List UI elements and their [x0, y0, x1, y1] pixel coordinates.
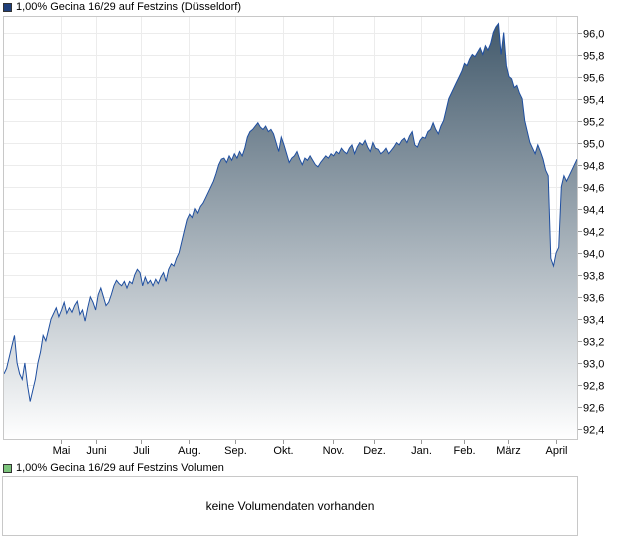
- y-tick-label: 94,8: [583, 161, 604, 173]
- y-tick-label: 95,8: [583, 51, 604, 63]
- y-tick-label: 93,0: [583, 359, 604, 371]
- y-tick-label: 94,0: [583, 249, 604, 261]
- y-tick-label: 95,6: [583, 73, 604, 85]
- price-chart: 92,4 92,6 92,8 93,0 93,2 93,4 93,6 93,8 94,0 94,2…: [3, 16, 604, 457]
- price-legend: 1,00% Gecina 16/29 auf Festzins (Düsseld…: [3, 0, 241, 14]
- y-tick-label: 93,6: [583, 293, 604, 305]
- x-tick-label: Juni: [86, 445, 106, 457]
- y-tick-label: 96,0: [583, 29, 604, 41]
- x-tick-label: Nov.: [323, 445, 345, 457]
- x-tick-label: Juli: [133, 445, 150, 457]
- x-tick-label: April: [545, 445, 567, 457]
- x-tick-label: Feb.: [453, 445, 475, 457]
- volume-legend-label: 1,00% Gecina 16/29 auf Festzins Volumen: [16, 462, 224, 474]
- y-tick-label: 95,4: [583, 95, 604, 107]
- y-tick-label: 93,2: [583, 337, 604, 349]
- y-axis-ticks: 92,4 92,6 92,8 93,0 93,2 93,4 93,6 93,8 94,0 94,2…: [578, 29, 604, 437]
- x-tick-label: Jan.: [411, 445, 432, 457]
- x-tick-label: Mai: [53, 445, 71, 457]
- x-axis-ticks: Mai Juni Juli Aug. Sep. Okt. Nov. Dez. Jan. Feb. M…: [53, 440, 568, 457]
- y-tick-label: 93,4: [583, 315, 604, 327]
- y-tick-label: 94,2: [583, 227, 604, 239]
- y-tick-label: 94,6: [583, 183, 604, 195]
- volume-panel: keine Volumendaten vorhanden: [2, 476, 578, 536]
- volume-legend-swatch: [3, 463, 12, 473]
- x-tick-label: Aug.: [178, 445, 201, 457]
- x-tick-label: Dez.: [363, 445, 386, 457]
- x-tick-label: Sep.: [224, 445, 247, 457]
- y-tick-label: 92,8: [583, 381, 604, 393]
- y-tick-label: 93,8: [583, 271, 604, 283]
- chart-frame: [3, 16, 578, 440]
- price-line: [3, 22, 578, 402]
- price-legend-label: 1,00% Gecina 16/29 auf Festzins (Düsseld…: [16, 1, 242, 13]
- y-tick-label: 95,0: [583, 139, 604, 151]
- price-legend-swatch: [3, 2, 12, 12]
- price-area: [4, 23, 577, 439]
- x-tick-label: März: [496, 445, 520, 457]
- y-tick-label: 92,4: [583, 425, 604, 437]
- volume-empty-message: keine Volumendaten vorhanden: [205, 499, 375, 513]
- y-tick-label: 92,6: [583, 403, 604, 415]
- y-tick-label: 95,2: [583, 117, 604, 129]
- volume-legend: 1,00% Gecina 16/29 auf Festzins Volumen: [3, 461, 224, 475]
- x-tick-label: Okt.: [273, 445, 293, 457]
- y-tick-label: 94,4: [583, 205, 604, 217]
